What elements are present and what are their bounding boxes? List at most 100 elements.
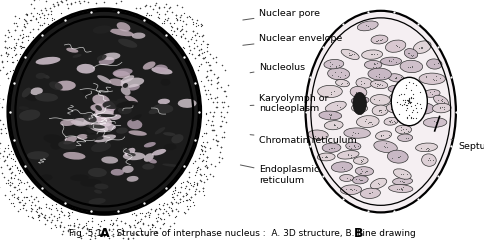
Point <box>21 164 29 168</box>
Point <box>327 146 335 150</box>
Point <box>0 97 6 101</box>
Point <box>399 180 407 184</box>
Point <box>195 110 202 114</box>
Point <box>205 173 213 176</box>
Point <box>180 55 187 59</box>
Point <box>202 111 210 115</box>
Point <box>6 110 14 114</box>
Point <box>172 3 180 7</box>
Point <box>399 130 407 133</box>
Point <box>451 110 459 114</box>
Ellipse shape <box>387 150 408 163</box>
Point <box>172 17 180 21</box>
Point <box>38 34 46 37</box>
Point <box>412 105 420 109</box>
Point <box>6 189 14 193</box>
Point <box>106 222 113 226</box>
Point <box>31 203 39 207</box>
Point <box>86 237 94 240</box>
Point <box>173 26 181 30</box>
Text: B: B <box>353 227 362 240</box>
Point <box>4 52 12 56</box>
Point <box>405 100 412 103</box>
Point <box>16 52 24 56</box>
Point <box>52 202 60 206</box>
Point <box>4 52 12 56</box>
Point <box>356 98 363 102</box>
Ellipse shape <box>70 174 89 181</box>
Ellipse shape <box>392 178 412 185</box>
Point <box>143 11 151 15</box>
Point <box>195 189 203 193</box>
Point <box>168 210 176 213</box>
Point <box>60 213 68 216</box>
Point <box>166 224 173 228</box>
Point <box>396 96 404 100</box>
Point <box>433 118 441 122</box>
Point <box>29 185 37 189</box>
Point <box>161 12 169 16</box>
Point <box>370 81 378 85</box>
Point <box>76 236 84 240</box>
Point <box>142 211 150 215</box>
Point <box>224 84 231 87</box>
Point <box>56 225 63 229</box>
Point <box>439 100 447 103</box>
Point <box>418 45 425 49</box>
Point <box>182 191 190 194</box>
Point <box>223 104 231 108</box>
Point <box>0 96 2 100</box>
Point <box>12 173 19 177</box>
Point <box>20 24 28 28</box>
Point <box>192 181 200 185</box>
Point <box>1 45 9 48</box>
Point <box>7 149 15 153</box>
Point <box>171 214 179 217</box>
Point <box>173 18 181 22</box>
Point <box>362 117 369 120</box>
Point <box>19 32 27 36</box>
Ellipse shape <box>19 106 29 110</box>
Point <box>187 195 195 199</box>
Point <box>344 144 352 148</box>
Point <box>185 204 193 208</box>
Point <box>168 192 176 196</box>
Point <box>351 177 359 181</box>
Ellipse shape <box>171 134 183 143</box>
Point <box>339 197 347 201</box>
Point <box>48 16 56 20</box>
Point <box>207 82 214 86</box>
Point <box>9 60 17 64</box>
Point <box>218 100 226 104</box>
Point <box>0 149 8 153</box>
Point <box>408 92 416 96</box>
Point <box>399 102 407 105</box>
Point <box>408 110 415 114</box>
Point <box>56 223 64 227</box>
Point <box>193 165 201 169</box>
Point <box>199 186 207 190</box>
Point <box>11 159 19 163</box>
Point <box>343 153 351 157</box>
Point <box>362 169 370 173</box>
Point <box>44 23 51 26</box>
Ellipse shape <box>151 67 172 74</box>
Point <box>197 62 204 66</box>
Point <box>38 11 46 15</box>
Point <box>336 71 344 74</box>
Point <box>401 108 409 112</box>
Point <box>213 139 221 143</box>
Point <box>198 189 206 193</box>
Point <box>4 146 12 150</box>
Point <box>373 52 380 56</box>
Ellipse shape <box>421 154 435 166</box>
Point <box>6 30 14 34</box>
Point <box>88 226 96 229</box>
Point <box>105 236 113 240</box>
Point <box>69 229 76 233</box>
Ellipse shape <box>148 159 156 163</box>
Point <box>379 133 387 137</box>
Ellipse shape <box>22 88 31 97</box>
Point <box>325 112 333 115</box>
Point <box>0 151 3 155</box>
